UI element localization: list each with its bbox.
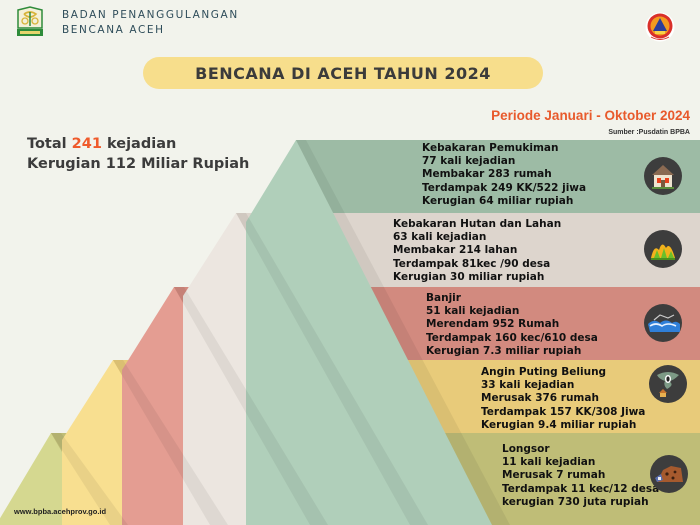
landslide-icon (650, 455, 688, 493)
disaster-card-pemukiman: Kebakaran Pemukiman 77 kali kejadian Mem… (422, 142, 587, 207)
burning-house-icon (644, 157, 682, 195)
disaster-name: Kebakaran Hutan dan Lahan (393, 218, 562, 230)
org-name-line1: BADAN PENANGGULANGAN (62, 9, 239, 21)
aceh-province-logo (14, 6, 46, 38)
period-label: Periode Januari - Oktober 2024 (491, 108, 690, 123)
disaster-card-angin: Angin Puting Beliung 33 kali kejadian Me… (481, 366, 646, 431)
triangle-green (246, 140, 492, 525)
forest-fire-icon (644, 230, 682, 268)
organization-name: BADAN PENANGGULANGAN BENCANA ACEH (62, 8, 239, 38)
page-title: BENCANA DI ACEH TAHUN 2024 (143, 57, 543, 89)
summary-total: Total 241 kejadian (27, 136, 177, 152)
source-label: Sumber :Pusdatin BPBA (608, 129, 690, 136)
disaster-name: Longsor (502, 443, 550, 455)
org-name-line2: BENCANA ACEH (62, 24, 165, 36)
disaster-card-karhutla: Kebakaran Hutan dan Lahan 63 kali kejadi… (393, 218, 562, 283)
disaster-name: Kebakaran Pemukiman (422, 142, 559, 154)
website-link[interactable]: www.bpba.acehprov.go.id (14, 507, 107, 516)
summary: Total 241 kejadian Kerugian 112 Miliar R… (27, 134, 249, 174)
summary-loss: Kerugian 112 Miliar Rupiah (27, 156, 250, 172)
flood-icon (644, 304, 682, 342)
total-count: 241 (71, 136, 102, 152)
disaster-name: Banjir (426, 292, 461, 304)
tornado-icon (649, 365, 687, 403)
disaster-card-longsor: Longsor 11 kali kejadian Merusak 7 rumah… (502, 443, 660, 508)
bpba-logo (645, 12, 675, 42)
disaster-card-banjir: Banjir 51 kali kejadian Merendam 952 Rum… (426, 292, 598, 357)
disaster-name: Angin Puting Beliung (481, 366, 607, 378)
